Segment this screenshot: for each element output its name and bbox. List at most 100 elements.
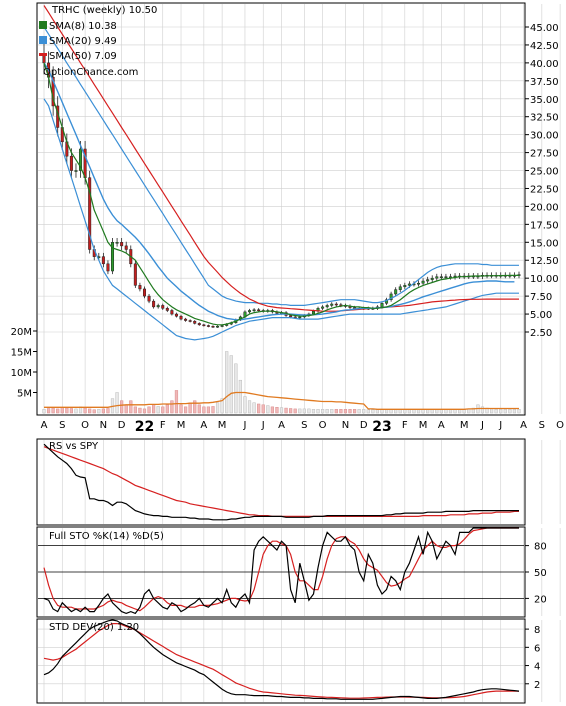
volume-bar: [371, 409, 375, 414]
candle-body: [321, 306, 325, 309]
x-tick-label: D: [118, 420, 126, 431]
y-tick-label: 37.50: [530, 77, 559, 88]
watermark: OptionChance.com: [43, 67, 138, 78]
y-tick-label: 17.50: [530, 220, 559, 231]
volume-bar: [261, 404, 265, 414]
x-tick-label: J: [498, 420, 502, 431]
volume-bar: [453, 409, 457, 414]
volume-bar: [170, 400, 174, 414]
candle-body: [115, 242, 119, 244]
volume-bar: [234, 363, 238, 414]
candle-body: [188, 320, 192, 322]
y-tick-label: 20.00: [530, 202, 559, 213]
volume-bar: [97, 409, 101, 414]
legend-swatch-sma8: [39, 21, 47, 29]
volume-bar: [193, 400, 197, 414]
candle-body: [179, 315, 183, 320]
candle-body: [334, 303, 338, 306]
candle-body: [161, 305, 165, 309]
volume-bar: [165, 404, 169, 414]
candle-body: [430, 277, 434, 280]
volume-bar: [380, 409, 384, 414]
candle-body: [252, 309, 256, 312]
panel-y-tick-label: 80: [534, 542, 547, 553]
x-tick-label: A: [278, 420, 285, 431]
candle-body: [184, 318, 188, 321]
x-tick-label: S: [59, 420, 65, 431]
y-tick-label: 32.50: [530, 113, 559, 124]
candle-body: [193, 320, 197, 324]
volume-bar: [412, 409, 416, 414]
rs-panel-title: RS vs SPY: [49, 441, 99, 452]
candle-body: [426, 279, 430, 282]
volume-bar: [512, 409, 517, 414]
legend-label-sma8: SMA(8) 10.38: [49, 21, 117, 32]
volume-bar: [101, 408, 105, 414]
y-tick-label: 27.50: [530, 149, 559, 160]
volume-bar: [494, 409, 498, 414]
volume-bar: [517, 409, 521, 414]
volume-bar: [206, 406, 211, 414]
lower-band-line: [43, 98, 519, 341]
candle-body: [216, 326, 220, 328]
volume-bar: [375, 409, 380, 414]
candle-body: [152, 300, 156, 308]
volume-bar: [247, 400, 252, 414]
panel-y-tick-label: 50: [534, 568, 547, 579]
candle-body: [211, 326, 215, 328]
volume-bar: [147, 406, 151, 414]
volume-bar: [407, 409, 411, 414]
x-tick-label: F: [160, 420, 166, 431]
volume-bar: [197, 404, 201, 414]
volume-average-line: [44, 391, 519, 410]
candle-body: [289, 315, 293, 318]
legend-swatch-sma20: [39, 36, 47, 44]
x-tick-label: 22: [135, 419, 154, 435]
volume-bar: [384, 409, 389, 414]
candle-body: [421, 280, 425, 284]
x-tick-label: J: [242, 420, 246, 431]
volume-bar: [320, 409, 325, 414]
candle-body: [439, 276, 443, 278]
candle-body: [133, 263, 137, 286]
candle-body: [174, 313, 178, 317]
legend-label-sma50: SMA(50) 7.09: [49, 51, 117, 62]
candle-body: [403, 285, 407, 288]
volume-bar: [430, 409, 434, 414]
candle-body: [380, 303, 384, 308]
x-tick-label: S: [539, 420, 545, 431]
volume-bar: [106, 408, 110, 414]
y-tick-label: 45.00: [530, 23, 559, 34]
volume-bar: [289, 408, 293, 414]
volume-bar: [298, 408, 302, 414]
candle-body: [206, 325, 210, 327]
volume-bar: [138, 407, 142, 414]
candle-body: [394, 289, 398, 295]
volume-bar: [311, 409, 316, 414]
candle-body: [147, 295, 151, 302]
legend-label-sma20: SMA(20) 9.49: [49, 36, 117, 47]
volume-bar: [471, 407, 475, 414]
y-tick-label: 35.00: [530, 95, 559, 106]
candle-body: [298, 316, 302, 319]
volume-bar: [161, 406, 165, 414]
volume-bar: [508, 409, 512, 414]
volume-bar: [83, 407, 87, 414]
volume-bar: [225, 351, 229, 414]
std-panel-frame: [36, 618, 526, 704]
y-tick-label: 12.50: [530, 256, 559, 267]
indicator-line: [43, 527, 519, 612]
candle-body: [111, 242, 115, 272]
volume-bar: [115, 392, 119, 414]
sma8-line: [43, 62, 519, 326]
volume-bar: [489, 408, 494, 414]
volume-bar: [458, 409, 462, 414]
volume-bar: [42, 409, 46, 414]
panel-y-tick-label: 20: [534, 594, 547, 605]
candle-body: [74, 170, 78, 172]
indicator-line: [43, 527, 519, 615]
volume-bar: [229, 355, 233, 414]
volume-bar: [339, 409, 343, 414]
x-tick-label: O: [81, 420, 89, 431]
